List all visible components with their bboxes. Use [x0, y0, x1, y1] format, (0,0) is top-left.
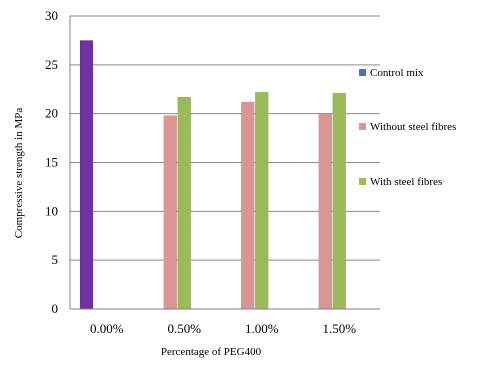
y-tick-labels: 0 5 10 15 20 25 30	[45, 8, 58, 316]
x-tick-label: 1.00%	[245, 321, 279, 336]
bar-without-steel-fibres-2	[241, 101, 255, 310]
y-tick-label: 30	[45, 8, 58, 23]
bar-with-steel-fibres-2	[255, 91, 269, 310]
y-axis-label: Compressive strength in MPa	[13, 108, 25, 239]
bar-with-steel-fibres-3	[332, 92, 346, 310]
y-tick-label: 5	[52, 252, 59, 267]
bar-without-steel-fibres-3	[318, 113, 332, 310]
legend-swatch	[359, 178, 366, 185]
x-axis-label: Percentage of PEG400	[161, 346, 262, 358]
x-tick-label: 1.50%	[322, 321, 356, 336]
y-tick-label: 15	[45, 155, 58, 170]
bar-without-steel-fibres-1	[163, 115, 177, 310]
bars	[79, 40, 346, 310]
x-tick-label: 0.50%	[167, 321, 201, 336]
y-tick-label: 25	[45, 57, 58, 72]
y-tick-label: 10	[45, 203, 58, 218]
y-tick-label: 20	[45, 106, 58, 121]
legend-swatch	[359, 123, 366, 130]
legend: Control mix Without steel fibres With stee…	[359, 67, 456, 188]
bar-control-mix-0	[79, 40, 94, 310]
axes	[69, 16, 380, 310]
legend-label: Without steel fibres	[370, 121, 456, 133]
y-tick-label: 0	[52, 301, 59, 316]
x-tick-labels: 0.00% 0.50% 1.00% 1.50%	[90, 321, 356, 336]
legend-label: With steel fibres	[370, 176, 442, 188]
bar-with-steel-fibres-1	[177, 96, 191, 310]
x-tick-label: 0.00%	[90, 321, 124, 336]
legend-label: Control mix	[370, 67, 424, 79]
legend-swatch	[359, 69, 366, 76]
